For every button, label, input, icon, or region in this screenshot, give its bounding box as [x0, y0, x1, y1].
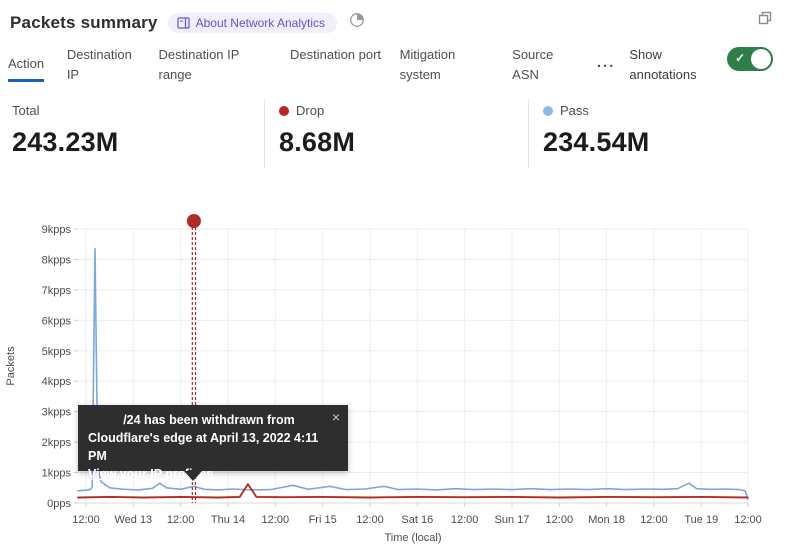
x-tick-label: Fri 15: [309, 514, 337, 526]
y-tick-label: 7kpps: [42, 285, 72, 297]
toggle-knob: [751, 49, 772, 69]
tab-mitigation-system[interactable]: Mitigation system: [399, 47, 456, 82]
x-tick-label: 12:00: [640, 514, 668, 526]
chart-canvas[interactable]: 12:00 Wed 13 12:00 Thu 14 12:00 Fri 15 12:00 Sa…: [0, 210, 785, 555]
y-tick-label: 6kpps: [42, 315, 72, 327]
pass-legend-dot: [543, 105, 553, 116]
x-tick-label: Mon 18: [588, 514, 625, 526]
series-line-drop: [77, 483, 749, 499]
stat-drop: Drop 8.68M: [264, 99, 528, 168]
x-axis-title: Time (local): [384, 532, 441, 544]
annotation-dot[interactable]: [186, 214, 201, 228]
x-tick-label: 12:00: [167, 514, 195, 526]
y-tick-label: 1kpps: [42, 468, 72, 480]
tab-destination-ip-range[interactable]: Destination IP range: [158, 47, 240, 82]
annotation-text-line2: Cloudflare's edge at April 13, 2022 4:11…: [88, 430, 319, 463]
annotation-text-line1: /24 has been withdrawn from: [123, 413, 295, 427]
view-ip-prefixes-link[interactable]: View your IP prefixes: [88, 467, 214, 482]
x-tick-label: 12:00: [262, 514, 290, 526]
show-annotations-toggle[interactable]: ✓: [727, 47, 774, 71]
x-tick-label: 12:00: [451, 514, 479, 526]
about-badge-label: About Network Analytics: [195, 15, 325, 30]
close-icon[interactable]: ×: [331, 409, 340, 425]
stat-pass-value: 234.54M: [543, 127, 650, 157]
y-tick-label: 3kpps: [42, 407, 72, 419]
x-tick-label: Tue 19: [684, 514, 718, 526]
x-tick-label: Thu 14: [211, 514, 245, 526]
card-header: Packets summary About Network Analytics: [0, 0, 785, 33]
annotation-tooltip: × /24 has been withdrawn from Cloudflare…: [78, 405, 348, 481]
y-tick-label: 2kpps: [42, 437, 72, 449]
x-tick-label: Sun 17: [495, 514, 530, 526]
stat-drop-label: Drop: [296, 103, 325, 118]
x-tick-label: 12:00: [72, 514, 100, 526]
x-tick-label: 12:00: [356, 514, 384, 526]
summary-stats: Total 243.23M Drop 8.68M Pass 234.54M: [0, 99, 785, 168]
tab-action[interactable]: Action: [8, 41, 53, 82]
x-tick-label: Wed 13: [114, 514, 152, 526]
stat-drop-value: 8.68M: [279, 127, 356, 157]
page-title: Packets summary: [10, 12, 158, 32]
stat-total-label: Total: [12, 103, 40, 118]
dimension-tabs: Action Destination IP Destination IP ran…: [0, 35, 785, 85]
y-tick-label: 5kpps: [42, 346, 72, 358]
more-tabs-ellipsis-icon[interactable]: ...: [596, 54, 616, 71]
about-network-analytics-badge[interactable]: About Network Analytics: [167, 12, 337, 33]
tab-source-asn[interactable]: Source ASN: [512, 47, 554, 82]
tooltip-pointer: [184, 471, 202, 481]
check-icon: ✓: [735, 51, 746, 65]
stat-pass: Pass 234.54M: [528, 99, 649, 168]
y-tick-label: 8kpps: [42, 254, 72, 266]
series-line-pass: [77, 247, 749, 501]
show-annotations-label: Show annotations: [629, 47, 697, 82]
tab-destination-ip[interactable]: Destination IP: [66, 47, 132, 82]
drop-legend-dot: [279, 105, 289, 116]
stat-pass-label: Pass: [560, 103, 589, 118]
y-axis-title: Packets: [5, 346, 17, 386]
x-tick-label: 12:00: [734, 514, 762, 526]
packets-time-series-chart[interactable]: 12:00 Wed 13 12:00 Thu 14 12:00 Fri 15 12:00 Sa…: [0, 210, 785, 555]
stat-total-value: 243.23M: [12, 127, 119, 157]
x-tick-label: Sat 16: [401, 514, 433, 526]
clock-icon: [349, 12, 365, 33]
popout-icon[interactable]: [757, 10, 773, 31]
tab-destination-port[interactable]: Destination port: [289, 47, 382, 62]
y-tick-label: 9kpps: [42, 224, 72, 236]
stat-total: Total 243.23M: [0, 99, 264, 168]
book-icon: [176, 16, 190, 29]
y-tick-label: 4kpps: [42, 376, 72, 388]
x-tick-label: 12:00: [546, 514, 574, 526]
y-tick-label: 0pps: [47, 498, 71, 510]
